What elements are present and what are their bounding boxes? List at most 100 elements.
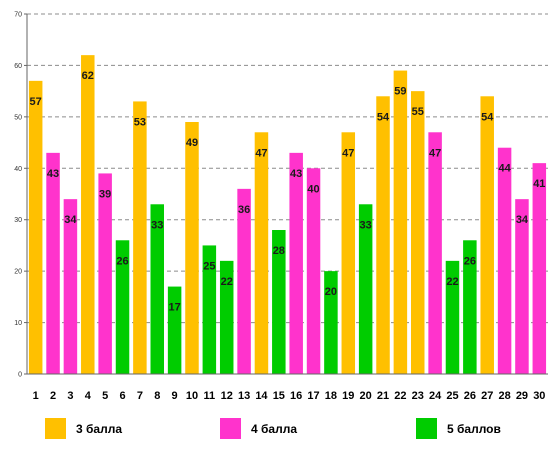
- bar: [341, 132, 356, 374]
- x-tick-label: 20: [360, 390, 372, 402]
- bar-value-label: 55: [412, 106, 424, 118]
- x-tick-label: 23: [412, 390, 424, 402]
- bar: [306, 168, 321, 374]
- x-tick-label: 6: [119, 390, 125, 402]
- y-tick-label: 10: [14, 320, 22, 327]
- bar: [272, 230, 286, 374]
- axes: [26, 14, 548, 375]
- bar-value-label: 54: [377, 111, 390, 123]
- bar-value-label: 40: [307, 183, 319, 195]
- x-tick-label: 16: [290, 390, 302, 402]
- x-tick-label: 4: [85, 390, 92, 402]
- x-tick-label: 3: [67, 390, 73, 402]
- legend-swatch: [220, 418, 241, 439]
- bar-value-label: 43: [290, 168, 302, 180]
- y-axis-ticks: 0 10 20 30 40 50 60 70: [14, 12, 27, 379]
- y-tick-label: 70: [14, 12, 22, 19]
- bar: [358, 204, 373, 374]
- bar: [463, 240, 477, 374]
- x-tick-label: 27: [481, 390, 493, 402]
- bar-value-label: 33: [151, 219, 163, 231]
- x-tick-label: 24: [429, 390, 442, 402]
- legend-swatch: [45, 418, 66, 439]
- x-tick-label: 15: [273, 390, 285, 402]
- bar: [115, 240, 130, 374]
- bar-value-label: 20: [325, 286, 337, 298]
- x-tick-label: 19: [342, 390, 354, 402]
- bar: [411, 91, 425, 375]
- bar: [497, 147, 512, 374]
- x-tick-label: 8: [154, 390, 160, 402]
- bar: [480, 96, 494, 375]
- bar: [28, 80, 43, 374]
- bar-value-label: 47: [429, 147, 441, 159]
- bar: [185, 122, 199, 374]
- x-tick-label: 17: [307, 390, 319, 402]
- x-axis-ticks: 1 2 3 4 5 6 7 8 9 10 11 12 13 14 15 16 17 18 19 20 21 22 23 24 2…: [33, 390, 546, 402]
- y-tick-label: 20: [14, 269, 22, 276]
- x-tick-label: 26: [464, 390, 476, 402]
- x-tick-label: 21: [377, 390, 389, 402]
- legend: 3 балла 4 балла 5 баллов: [45, 418, 501, 439]
- x-tick-label: 2: [50, 390, 56, 402]
- bar-value-label: 36: [238, 204, 250, 216]
- bar-value-label: 34: [516, 214, 529, 226]
- x-tick-label: 30: [533, 390, 545, 402]
- bar: [445, 260, 460, 374]
- bar: [324, 271, 338, 374]
- bar: [81, 55, 95, 375]
- x-tick-label: 22: [394, 390, 406, 402]
- bar-value-label: 41: [533, 178, 545, 190]
- bar: [98, 173, 112, 374]
- bar-value-label: 47: [342, 147, 354, 159]
- bar-value-label: 54: [481, 111, 494, 123]
- bar: [46, 152, 60, 374]
- legend-label: 3 балла: [76, 422, 122, 436]
- bars: [28, 55, 547, 375]
- x-tick-label: 14: [255, 390, 268, 402]
- bar: [63, 199, 78, 374]
- x-tick-label: 1: [33, 390, 39, 402]
- x-tick-label: 12: [221, 390, 233, 402]
- bar: [254, 132, 269, 374]
- bar: [289, 152, 303, 374]
- bar-value-label: 34: [64, 214, 77, 226]
- bar-value-label: 47: [255, 147, 267, 159]
- bar-value-label: 26: [464, 255, 476, 267]
- legend-swatch: [416, 418, 437, 439]
- legend-label: 4 балла: [251, 422, 297, 436]
- bar-value-label: 53: [134, 116, 146, 128]
- bar-value-label: 62: [82, 70, 94, 82]
- x-tick-label: 28: [498, 390, 510, 402]
- x-tick-label: 25: [446, 390, 458, 402]
- y-tick-label: 60: [14, 63, 22, 70]
- bar: [133, 101, 147, 374]
- x-tick-label: 18: [325, 390, 337, 402]
- bar-value-label: 57: [30, 96, 42, 108]
- x-tick-label: 11: [204, 390, 216, 402]
- bar-value-label: 25: [203, 260, 215, 272]
- bar: [515, 199, 529, 374]
- y-tick-label: 0: [18, 372, 22, 379]
- x-tick-label: 9: [172, 390, 178, 402]
- bar-value-label: 17: [168, 302, 180, 314]
- x-tick-label: 5: [102, 390, 108, 402]
- bar-value-label: 22: [446, 276, 458, 288]
- bar-value-label: 43: [47, 168, 59, 180]
- x-tick-label: 10: [186, 390, 198, 402]
- bar: [428, 132, 442, 374]
- bar-value-label: 59: [394, 86, 406, 98]
- bar-value-label: 39: [99, 188, 111, 200]
- y-tick-label: 30: [14, 217, 22, 224]
- bar: [532, 163, 547, 374]
- bar: [393, 70, 408, 375]
- x-tick-label: 13: [238, 390, 250, 402]
- y-tick-label: 50: [14, 114, 22, 121]
- bar: [202, 245, 217, 374]
- bar: [376, 96, 390, 375]
- x-tick-label: 7: [137, 390, 143, 402]
- x-tick-label: 29: [516, 390, 528, 402]
- bar-value-label: 44: [498, 163, 511, 175]
- bar-value-label: 26: [116, 255, 128, 267]
